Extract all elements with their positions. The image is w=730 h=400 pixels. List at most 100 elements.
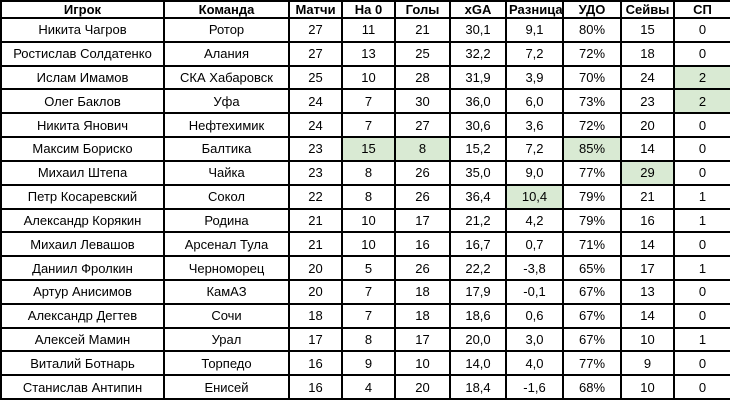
cell-save-percentage: 77% [562, 159, 622, 186]
cell-difference: 10,4 [505, 183, 564, 210]
cell-goals-conceded: 26 [394, 183, 451, 210]
cell-team: Енисей [163, 374, 290, 400]
table-row: Даниил Фролкин Черноморец 20 5 26 22,2 -… [0, 255, 730, 281]
cell-player: Никита Янович [0, 112, 165, 139]
cell-penalty-saves: 1 [673, 207, 730, 234]
cell-team: Урал [163, 326, 290, 353]
column-header-matches: Матчи [288, 0, 343, 19]
cell-goals-conceded: 28 [394, 64, 451, 91]
cell-clean-sheets: 7 [341, 112, 396, 139]
table-row: Алексей Мамин Урал 17 8 17 20,0 3,0 67% … [0, 326, 730, 353]
cell-penalty-saves: 0 [673, 302, 730, 329]
cell-save-percentage: 71% [562, 231, 622, 258]
column-header-team: Команда [163, 0, 290, 19]
cell-team: Арсенал Тула [163, 231, 290, 258]
cell-matches: 16 [288, 374, 343, 400]
cell-saves: 14 [620, 302, 675, 329]
cell-team: Торпедо [163, 350, 290, 377]
cell-xga: 35,0 [449, 159, 507, 186]
cell-player: Ислам Имамов [0, 64, 165, 91]
table-row: Ислам Имамов СКА Хабаровск 25 10 28 31,9… [0, 64, 730, 91]
cell-goals-conceded: 27 [394, 112, 451, 139]
cell-xga: 31,9 [449, 64, 507, 91]
cell-saves: 29 [620, 159, 675, 186]
cell-difference: 3,0 [505, 326, 564, 353]
cell-clean-sheets: 15 [341, 136, 396, 162]
table-row: Никита Чагров Ротор 27 11 21 30,1 9,1 80… [0, 17, 730, 43]
cell-player: Виталий Ботнарь [0, 350, 165, 377]
cell-team: Ротор [163, 17, 290, 43]
cell-clean-sheets: 10 [341, 231, 396, 258]
cell-saves: 14 [620, 136, 675, 162]
column-header-clean-sheets: На 0 [341, 0, 396, 19]
cell-goals-conceded: 25 [394, 40, 451, 67]
column-header-saves: Сейвы [620, 0, 675, 19]
cell-team: Балтика [163, 136, 290, 162]
cell-saves: 15 [620, 17, 675, 43]
cell-matches: 20 [288, 255, 343, 281]
cell-difference: 4,0 [505, 350, 564, 377]
cell-difference: 4,2 [505, 207, 564, 234]
cell-matches: 23 [288, 136, 343, 162]
cell-clean-sheets: 8 [341, 183, 396, 210]
cell-saves: 18 [620, 40, 675, 67]
cell-matches: 27 [288, 17, 343, 43]
cell-saves: 9 [620, 350, 675, 377]
cell-saves: 10 [620, 326, 675, 353]
cell-team: Чайка [163, 159, 290, 186]
column-header-xga: xGA [449, 0, 507, 19]
cell-difference: 7,2 [505, 40, 564, 67]
cell-save-percentage: 73% [562, 88, 622, 115]
cell-xga: 22,2 [449, 255, 507, 281]
table-row: Ростислав Солдатенко Алания 27 13 25 32,… [0, 40, 730, 67]
cell-matches: 22 [288, 183, 343, 210]
cell-difference: -0,1 [505, 278, 564, 305]
cell-clean-sheets: 13 [341, 40, 396, 67]
cell-difference: 9,0 [505, 159, 564, 186]
cell-player: Станислав Антипин [0, 374, 165, 400]
cell-player: Олег Баклов [0, 88, 165, 115]
cell-penalty-saves: 0 [673, 350, 730, 377]
cell-saves: 21 [620, 183, 675, 210]
cell-difference: 0,6 [505, 302, 564, 329]
cell-player: Михаил Штепа [0, 159, 165, 186]
cell-team: Сокол [163, 183, 290, 210]
cell-save-percentage: 77% [562, 350, 622, 377]
cell-save-percentage: 72% [562, 112, 622, 139]
header-row: Игрок Команда Матчи На 0 Голы xGA Разниц… [0, 0, 730, 19]
cell-clean-sheets: 11 [341, 17, 396, 43]
column-header-goals-conceded: Голы [394, 0, 451, 19]
cell-save-percentage: 65% [562, 255, 622, 281]
cell-penalty-saves: 2 [673, 88, 730, 115]
cell-clean-sheets: 7 [341, 278, 396, 305]
cell-team: Сочи [163, 302, 290, 329]
cell-matches: 18 [288, 302, 343, 329]
cell-xga: 14,0 [449, 350, 507, 377]
cell-goals-conceded: 18 [394, 278, 451, 305]
cell-player: Максим Бориско [0, 136, 165, 162]
cell-save-percentage: 70% [562, 64, 622, 91]
cell-penalty-saves: 0 [673, 40, 730, 67]
cell-save-percentage: 79% [562, 183, 622, 210]
cell-matches: 23 [288, 159, 343, 186]
table-row: Петр Косаревский Сокол 22 8 26 36,4 10,4… [0, 183, 730, 210]
cell-goals-conceded: 26 [394, 255, 451, 281]
cell-xga: 15,2 [449, 136, 507, 162]
table-row: Михаил Левашов Арсенал Тула 21 10 16 16,… [0, 231, 730, 258]
cell-save-percentage: 67% [562, 326, 622, 353]
cell-player: Александр Корякин [0, 207, 165, 234]
cell-difference: -1,6 [505, 374, 564, 400]
cell-goals-conceded: 10 [394, 350, 451, 377]
table-row: Александр Дегтев Сочи 18 7 18 18,6 0,6 6… [0, 302, 730, 329]
cell-xga: 17,9 [449, 278, 507, 305]
column-header-difference: Разница [505, 0, 564, 19]
cell-penalty-saves: 2 [673, 64, 730, 91]
cell-xga: 36,0 [449, 88, 507, 115]
cell-saves: 14 [620, 231, 675, 258]
cell-clean-sheets: 10 [341, 207, 396, 234]
cell-player: Александр Дегтев [0, 302, 165, 329]
cell-penalty-saves: 1 [673, 326, 730, 353]
cell-matches: 24 [288, 112, 343, 139]
cell-team: СКА Хабаровск [163, 64, 290, 91]
cell-matches: 20 [288, 278, 343, 305]
